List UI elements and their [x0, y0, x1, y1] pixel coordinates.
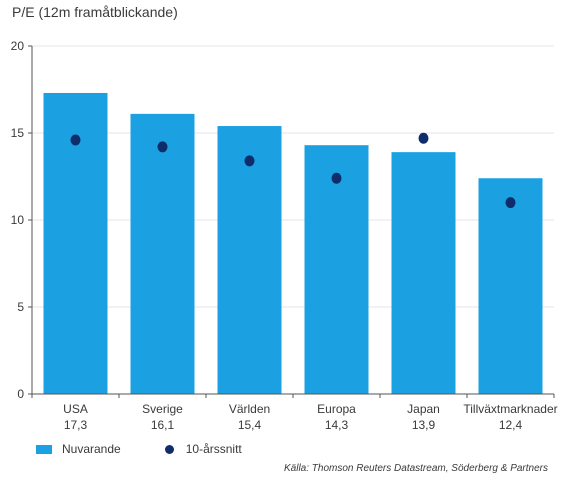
x-category-label: Sverige: [142, 402, 183, 416]
y-tick-label: 5: [17, 300, 24, 314]
bar: [304, 145, 369, 394]
y-tick-label: 20: [11, 39, 25, 53]
y-tick-label: 0: [17, 387, 24, 401]
y-tick-label: 10: [11, 213, 25, 227]
y-axis-label: P/E (12m framåtblickande): [12, 4, 178, 20]
average-dot: [244, 155, 255, 167]
average-dot: [505, 197, 516, 209]
bar: [391, 152, 456, 394]
x-category-label: Japan: [407, 402, 440, 416]
legend-dot-swatch: [164, 444, 174, 454]
y-tick-label: 15: [11, 126, 25, 140]
average-dot: [70, 134, 81, 146]
x-value-label: 17,3: [64, 418, 88, 432]
bar: [478, 178, 543, 394]
average-dot: [331, 172, 342, 184]
bar: [217, 126, 282, 394]
x-category-label: USA: [63, 402, 88, 416]
x-category-label: Europa: [317, 402, 356, 416]
legend-label-current: Nuvarande: [62, 442, 121, 456]
x-value-label: 14,3: [325, 418, 349, 432]
legend-label-average: 10-årssnitt: [185, 442, 242, 456]
bar: [130, 113, 195, 395]
x-category-label: Tillväxtmarknader: [463, 402, 557, 416]
x-value-label: 12,4: [499, 418, 523, 432]
average-dot: [418, 132, 429, 144]
x-value-label: 16,1: [151, 418, 175, 432]
x-value-label: 13,9: [412, 418, 436, 432]
average-dot: [157, 141, 168, 153]
legend-bar-swatch: [36, 444, 52, 454]
x-category-label: Världen: [229, 402, 270, 416]
source-note: Källa: Thomson Reuters Datastream, Söder…: [283, 463, 548, 474]
x-value-label: 15,4: [238, 418, 262, 432]
legend: Nuvarande 10-årssnitt: [36, 442, 242, 456]
